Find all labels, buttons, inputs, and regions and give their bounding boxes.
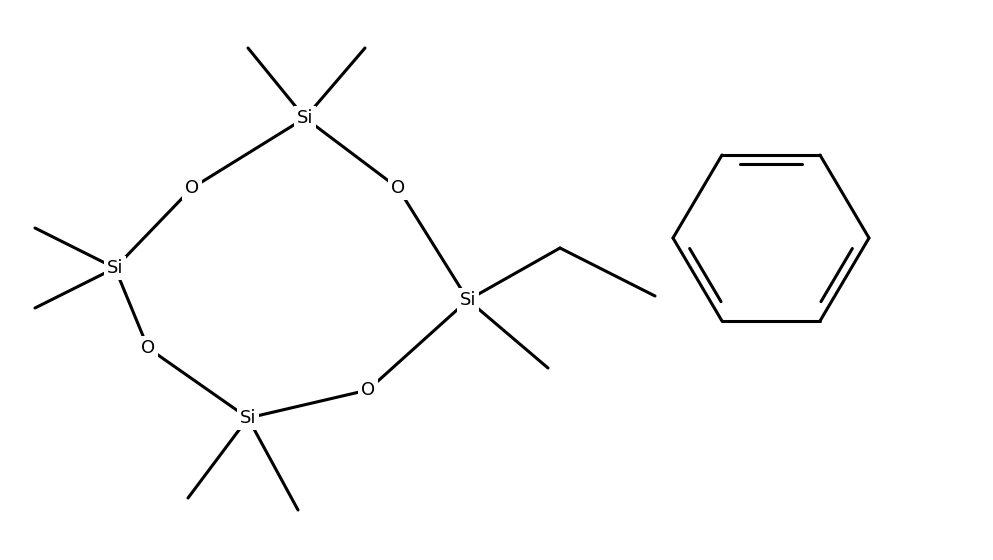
- Text: Si: Si: [239, 409, 256, 427]
- Text: O: O: [141, 339, 155, 357]
- Text: O: O: [185, 179, 199, 197]
- Text: Si: Si: [107, 259, 123, 277]
- Text: O: O: [391, 179, 405, 197]
- Text: O: O: [360, 381, 375, 399]
- Text: Si: Si: [297, 109, 313, 127]
- Text: Si: Si: [460, 291, 477, 309]
